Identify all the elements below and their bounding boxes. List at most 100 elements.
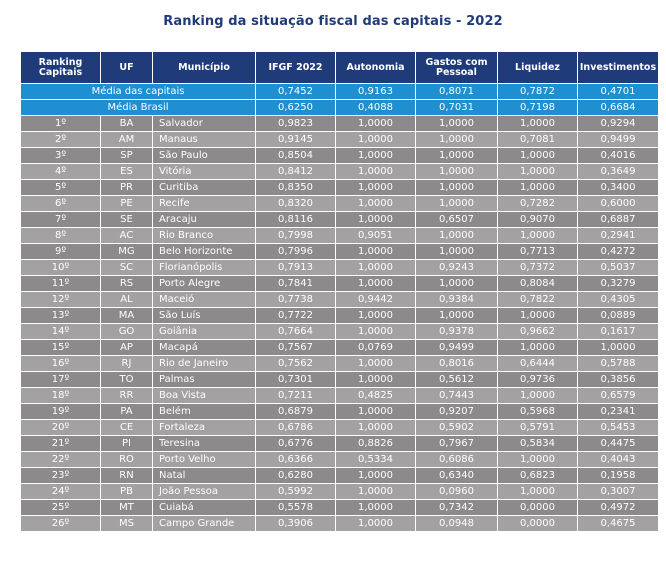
header-gastos-text: Gastos com Pessoal	[425, 56, 488, 78]
uf-cell: RR	[100, 387, 153, 404]
rank-cell: 3º	[20, 147, 101, 164]
rank-cell: 4º	[20, 163, 101, 180]
liquidez-cell: 1,0000	[497, 387, 578, 404]
rank-cell: 7º	[20, 211, 101, 228]
rank-cell: 6º	[20, 195, 101, 212]
autonomia-cell: 1,0000	[335, 211, 416, 228]
investimentos-cell: 0,4972	[577, 499, 659, 516]
gastos-cell: 0,7443	[415, 387, 498, 404]
autonomia-cell: 1,0000	[335, 115, 416, 132]
rank-cell: 9º	[20, 243, 101, 260]
uf-cell: PE	[100, 195, 153, 212]
autonomia-cell: 1,0000	[335, 419, 416, 436]
uf-cell: ES	[100, 163, 153, 180]
rank-cell: 5º	[20, 179, 101, 196]
investimentos-cell: 0,2941	[577, 227, 659, 244]
table-row: 24º PB João Pessoa 0,5992 1,0000 0,0960 1,0000…	[20, 483, 659, 500]
investimentos-cell: 0,5453	[577, 419, 659, 436]
autonomia-cell: 1,0000	[335, 403, 416, 420]
autonomia-cell: 0,8826	[335, 435, 416, 452]
autonomia-cell: 0,9051	[335, 227, 416, 244]
liquidez-cell: 1,0000	[497, 307, 578, 324]
igfe-cell: 0,7567	[255, 339, 336, 356]
investimentos-cell: 0,3007	[577, 483, 659, 500]
uf-cell: PA	[100, 403, 153, 420]
summary-igfe: 0,7452	[255, 83, 336, 100]
investimentos-cell: 0,4016	[577, 147, 659, 164]
uf-cell: AL	[100, 291, 153, 308]
summary-autonomia: 0,4088	[335, 99, 416, 116]
gastos-cell: 0,9499	[415, 339, 498, 356]
liquidez-cell: 0,6823	[497, 467, 578, 484]
municipio-cell: Rio Branco	[152, 227, 256, 244]
table-row: 21º PI Teresina 0,6776 0,8826 0,7967 0,5834 0,4…	[20, 435, 659, 452]
gastos-cell: 1,0000	[415, 179, 498, 196]
autonomia-cell: 1,0000	[335, 147, 416, 164]
autonomia-cell: 1,0000	[335, 515, 416, 532]
municipio-cell: Belém	[152, 403, 256, 420]
uf-cell: MS	[100, 515, 153, 532]
municipio-cell: Maceió	[152, 291, 256, 308]
igfe-cell: 0,6280	[255, 467, 336, 484]
igfe-cell: 0,6776	[255, 435, 336, 452]
uf-cell: MG	[100, 243, 153, 260]
autonomia-cell: 1,0000	[335, 483, 416, 500]
rank-cell: 20º	[20, 419, 101, 436]
table-row: 4º ES Vitória 0,8412 1,0000 1,0000 1,0000 0,364…	[20, 163, 659, 180]
table-row: 25º MT Cuiabá 0,5578 1,0000 0,7342 0,0000 0,497…	[20, 499, 659, 516]
autonomia-cell: 1,0000	[335, 307, 416, 324]
liquidez-cell: 0,7081	[497, 131, 578, 148]
summary-label: Média Brasil	[20, 99, 256, 116]
rank-cell: 13º	[20, 307, 101, 324]
liquidez-cell: 1,0000	[497, 163, 578, 180]
municipio-cell: Natal	[152, 467, 256, 484]
uf-cell: RN	[100, 467, 153, 484]
summary-autonomia: 0,9163	[335, 83, 416, 100]
table-row: 8º AC Rio Branco 0,7998 0,9051 1,0000 1,0000 0,…	[20, 227, 659, 244]
table-row: 12º AL Maceió 0,7738 0,9442 0,9384 0,7822 0,430…	[20, 291, 659, 308]
table-row: 10º SC Florianópolis 0,7913 1,0000 0,9243 0,73…	[20, 259, 659, 276]
header-uf: UF	[100, 51, 153, 84]
rank-cell: 10º	[20, 259, 101, 276]
igfe-cell: 0,8320	[255, 195, 336, 212]
uf-cell: SE	[100, 211, 153, 228]
header-rank: Ranking Capitais	[20, 51, 101, 84]
municipio-cell: Porto Alegre	[152, 275, 256, 292]
municipio-cell: Vitória	[152, 163, 256, 180]
igfe-cell: 0,7722	[255, 307, 336, 324]
uf-cell: RJ	[100, 355, 153, 372]
rank-cell: 16º	[20, 355, 101, 372]
gastos-cell: 0,9384	[415, 291, 498, 308]
municipio-cell: Belo Horizonte	[152, 243, 256, 260]
investimentos-cell: 0,6887	[577, 211, 659, 228]
gastos-cell: 1,0000	[415, 163, 498, 180]
header-rank-text: Ranking Capitais	[38, 56, 83, 78]
autonomia-cell: 1,0000	[335, 371, 416, 388]
ranking-table: Ranking Capitais UF Município IFGF 2022 …	[20, 51, 659, 532]
gastos-cell: 1,0000	[415, 195, 498, 212]
rank-cell: 22º	[20, 451, 101, 468]
liquidez-cell: 0,7713	[497, 243, 578, 260]
autonomia-cell: 0,4825	[335, 387, 416, 404]
liquidez-cell: 0,8084	[497, 275, 578, 292]
gastos-cell: 1,0000	[415, 115, 498, 132]
investimentos-cell: 0,3649	[577, 163, 659, 180]
municipio-cell: Campo Grande	[152, 515, 256, 532]
table-row: 2º AM Manaus 0,9145 1,0000 1,0000 0,7081 0,9499	[20, 131, 659, 148]
igfe-cell: 0,8116	[255, 211, 336, 228]
autonomia-cell: 1,0000	[335, 195, 416, 212]
header-igfe: IFGF 2022	[255, 51, 336, 84]
uf-cell: PI	[100, 435, 153, 452]
table-row: 17º TO Palmas 0,7301 1,0000 0,5612 0,9736 0,385…	[20, 371, 659, 388]
liquidez-cell: 1,0000	[497, 483, 578, 500]
header-autonomia: Autonomia	[335, 51, 416, 84]
investimentos-cell: 0,4475	[577, 435, 659, 452]
liquidez-cell: 1,0000	[497, 179, 578, 196]
liquidez-cell: 0,0000	[497, 499, 578, 516]
summary-row-capitais: Média das capitais 0,7452 0,9163 0,8071 …	[20, 83, 659, 100]
autonomia-cell: 0,0769	[335, 339, 416, 356]
table-row: 7º SE Aracaju 0,8116 1,0000 0,6507 0,9070 0,688…	[20, 211, 659, 228]
liquidez-cell: 0,5791	[497, 419, 578, 436]
summary-investimentos: 0,6684	[577, 99, 659, 116]
summary-liquidez: 0,7872	[497, 83, 578, 100]
